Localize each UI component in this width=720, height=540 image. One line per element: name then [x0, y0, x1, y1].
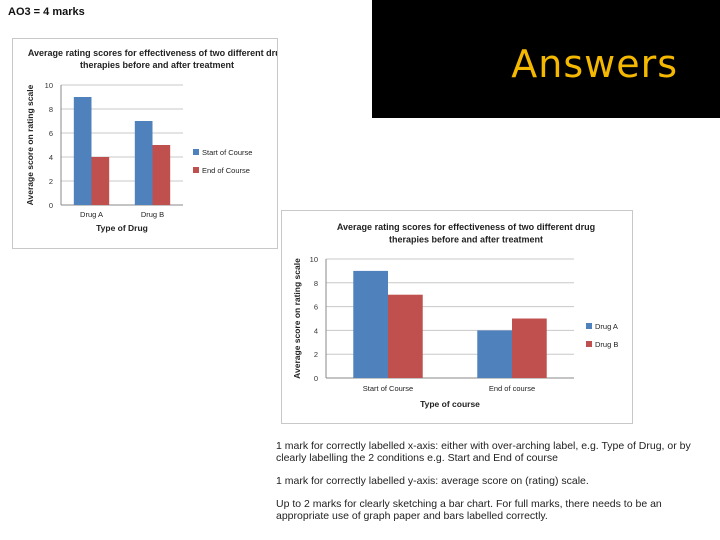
legend-swatch	[193, 167, 199, 173]
bar-drug-a	[477, 330, 512, 378]
note-bar-chart: Up to 2 marks for clearly sketching a ba…	[276, 498, 662, 522]
bar-drug-b	[388, 294, 423, 378]
x-axis-label: Type of course	[420, 399, 480, 409]
mark-scheme-notes: 1 mark for correctly labelled x-axis: ei…	[276, 440, 716, 533]
chart-title: Average rating scores for effectiveness …	[337, 222, 595, 232]
bar-end-of-course	[152, 145, 171, 205]
y-tick-label: 0	[314, 374, 318, 383]
chart-title: therapies before and after treatment	[80, 60, 234, 70]
chart-panel-question: Average rating scores for effectiveness …	[12, 38, 286, 249]
y-tick-label: 8	[314, 279, 318, 288]
bar-drug-a	[353, 270, 388, 378]
chart-answer: Average rating scores for effectiveness …	[292, 222, 618, 409]
y-tick-label: 4	[314, 326, 318, 335]
bar-end-of-course	[91, 157, 110, 205]
legend-label: Drug B	[595, 340, 618, 349]
y-tick-label: 2	[49, 177, 53, 186]
y-tick-label: 6	[49, 129, 53, 138]
y-axis-label: Average score on rating scale	[25, 84, 35, 205]
y-tick-label: 0	[49, 201, 53, 210]
legend-swatch	[586, 341, 592, 347]
legend-label: End of Course	[202, 166, 250, 175]
y-axis-label: Average score on rating scale	[292, 258, 302, 379]
x-category-label: Drug B	[141, 210, 164, 219]
legend-swatch	[193, 149, 199, 155]
y-tick-label: 8	[49, 105, 53, 114]
bar-start-of-course	[73, 97, 92, 205]
page-heading: AO3 = 4 marks	[8, 6, 85, 18]
x-category-label: End of course	[489, 384, 535, 393]
y-tick-label: 2	[314, 350, 318, 359]
answers-banner	[372, 0, 720, 118]
legend-swatch	[586, 323, 592, 329]
legend-label: Drug A	[595, 322, 618, 331]
chart-title: Average rating scores for effectiveness …	[28, 48, 277, 58]
legend-label: Start of Course	[202, 148, 252, 157]
x-axis-label: Type of Drug	[96, 223, 148, 233]
x-category-label: Start of Course	[363, 384, 413, 393]
y-tick-label: 4	[49, 153, 53, 162]
chart-title: therapies before and after treatment	[389, 235, 543, 245]
y-tick-label: 10	[310, 255, 318, 264]
y-tick-label: 10	[45, 81, 53, 90]
chart-panel-answer: Average rating scores for effectiveness …	[281, 210, 633, 424]
y-tick-label: 6	[314, 303, 318, 312]
note-y-axis: 1 mark for correctly labelled y-axis: av…	[276, 475, 589, 487]
bar-drug-b	[512, 318, 547, 378]
x-category-label: Drug A	[80, 210, 103, 219]
chart-question: Average rating scores for effectiveness …	[25, 48, 286, 233]
note-x-axis: 1 mark for correctly labelled x-axis: ei…	[276, 440, 691, 464]
bar-start-of-course	[134, 121, 153, 205]
answers-title: Answers	[511, 42, 678, 86]
